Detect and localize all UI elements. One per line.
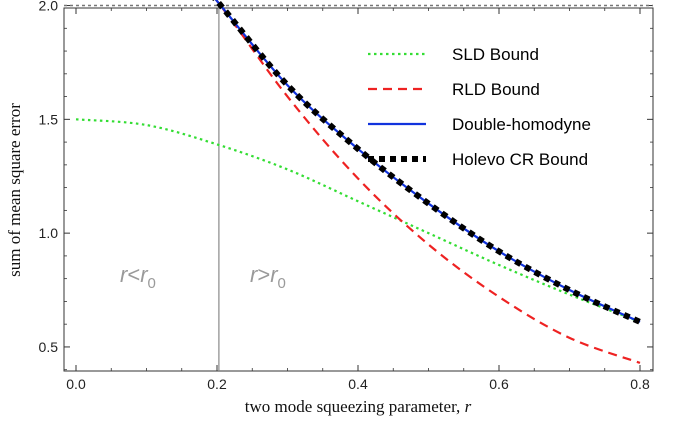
region-label-rel: > [257,262,270,287]
y-tick-label: 1.5 [39,111,59,127]
y-tick-label: 0.5 [39,339,59,355]
x-axis-title-var: r [465,397,472,416]
plot-area: 0.51.01.52.02.53.00.00.20.40.60.8r<r0r>r… [39,0,654,392]
region-label: r<r0 [120,262,156,292]
x-tick-label: 0.8 [630,376,650,392]
series-line-holevo-cr-bound [212,0,642,325]
legend: SLD Bound RLD Bound Double-homodyne Holevo … [368,45,591,169]
x-tick-label: 0.6 [489,376,509,392]
y-axis-title: sum of mean square error [5,103,24,277]
legend-label-sld-bound: SLD Bound [452,45,539,64]
region-label: r>r0 [250,262,286,292]
legend-label-rld-bound: RLD Bound [452,80,540,99]
region-label-subvar: r [140,262,149,287]
x-tick-label: 0.2 [207,376,227,392]
region-label-sub: 0 [278,275,286,292]
region-label-rel: < [127,262,140,287]
x-axis-title: two mode squeezing parameter, r [245,397,472,416]
x-tick-label: 0.4 [348,376,368,392]
plot-frame [63,7,654,372]
legend-label-holevo-cr-bound: Holevo CR Bound [452,150,588,169]
region-label-var: r [250,262,259,287]
series-line-sld-bound [75,118,641,323]
region-label-var: r [120,262,129,287]
y-tick-label: 1.0 [39,225,59,241]
region-label-sub: 0 [148,275,156,292]
x-axis-title-prefix: two mode squeezing parameter, [245,397,465,416]
y-tick-label: 2.0 [39,0,59,14]
x-tick-label: 0.0 [66,376,86,392]
region-label-subvar: r [270,262,279,287]
series-line-rld-bound [214,0,641,364]
legend-label-double-homodyne: Double-homodyne [452,115,591,134]
y-axis-title-group: sum of mean square error [5,103,24,277]
